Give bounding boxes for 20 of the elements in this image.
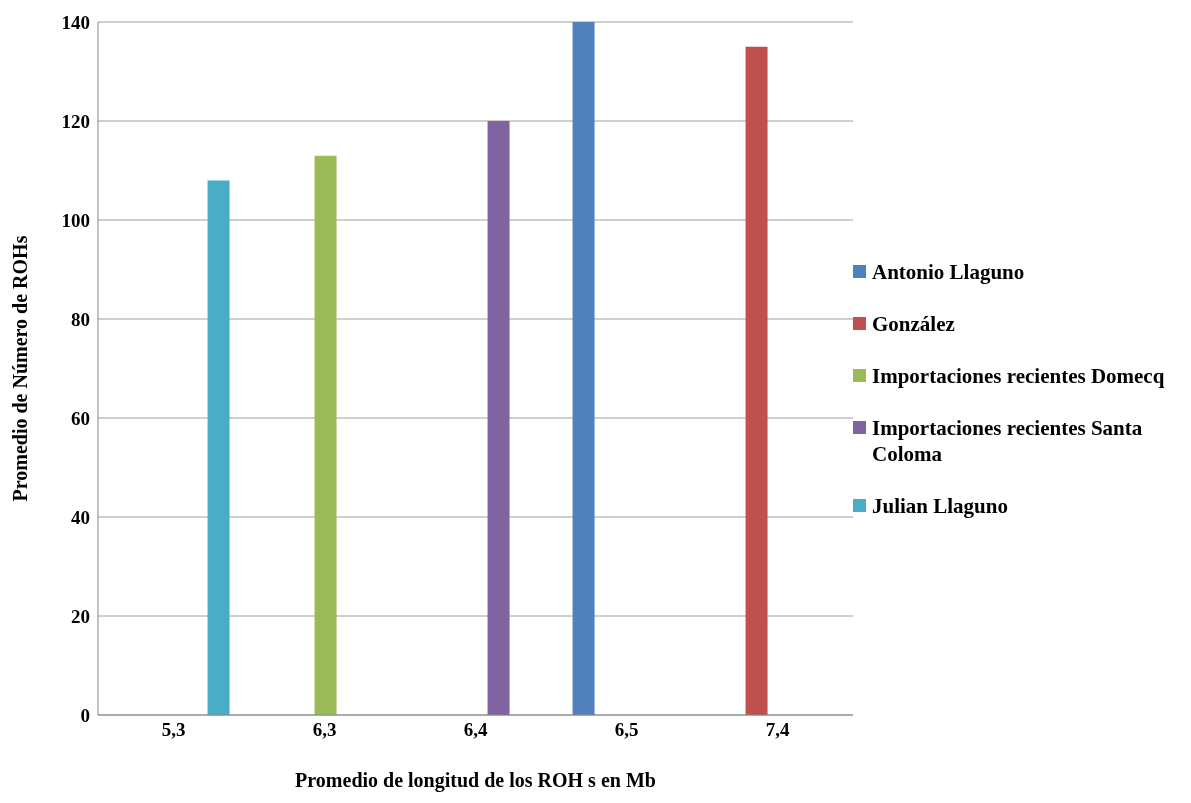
y-axis-title: Promedio de Número de ROHs xyxy=(9,235,32,502)
legend-label: Julian Llaguno xyxy=(872,492,1008,519)
x-tick-label: 7,4 xyxy=(765,719,790,741)
x-tick-label: 6,3 xyxy=(312,719,337,741)
y-tick-label: 20 xyxy=(71,605,90,627)
y-tick-label: 100 xyxy=(61,209,90,231)
x-tick-label: 6,4 xyxy=(463,719,488,741)
y-tick-label: 0 xyxy=(80,704,90,726)
y-tick-label: 40 xyxy=(71,506,90,528)
legend-label: Antonio Llaguno xyxy=(872,258,1025,285)
x-tick-label: 5,3 xyxy=(161,719,186,741)
legend-label: González xyxy=(872,310,955,337)
y-tick-label: 60 xyxy=(71,407,90,429)
legend-label: Importaciones recientes Domecq xyxy=(872,362,1165,389)
y-tick-label: 120 xyxy=(61,110,90,132)
y-tick-label: 80 xyxy=(71,308,90,330)
legend-label: Importaciones recientes Santa Coloma xyxy=(872,414,1144,467)
y-tick-label: 140 xyxy=(61,11,90,33)
x-axis-title: Promedio de longitud de los ROH s en Mb xyxy=(295,769,656,792)
x-tick-label: 6,5 xyxy=(614,719,639,741)
